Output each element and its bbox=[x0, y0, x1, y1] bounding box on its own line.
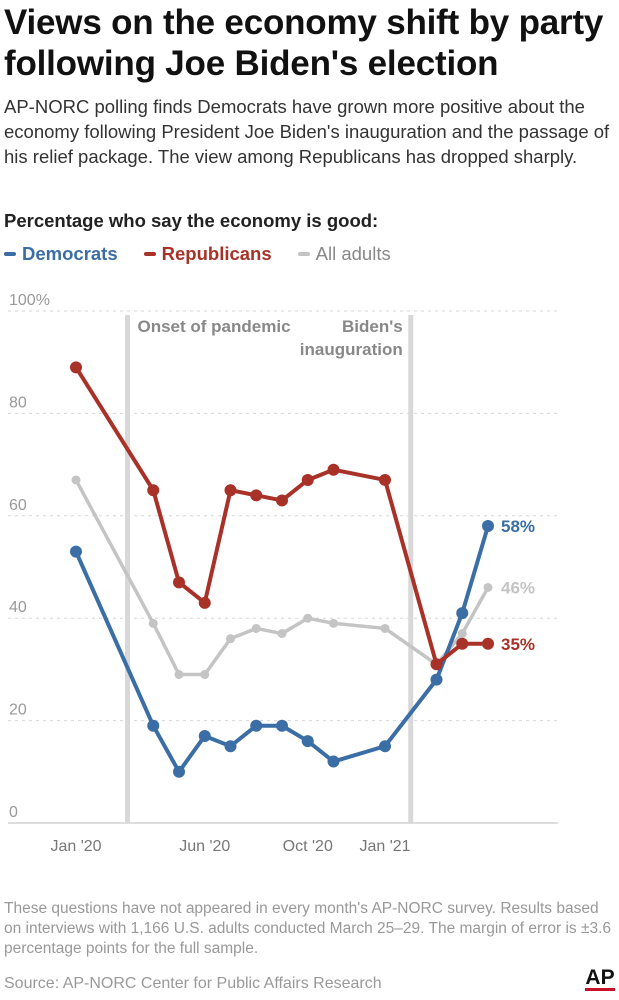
data-point-democrats bbox=[276, 719, 288, 732]
ap-logo-text: AP bbox=[585, 966, 614, 989]
chart-title: Views on the economy shift by party foll… bbox=[4, 3, 604, 83]
data-point-democrats bbox=[301, 735, 314, 748]
legend-item-all-adults: All adults bbox=[297, 243, 391, 265]
source-note: Source: AP-NORC Center for Public Affair… bbox=[4, 975, 382, 992]
legend-swatch-republicans bbox=[143, 252, 156, 256]
data-point-republicans bbox=[276, 494, 288, 507]
data-point-democrats bbox=[147, 719, 160, 732]
data-point-republicans bbox=[301, 473, 314, 486]
data-point-democrats bbox=[430, 673, 443, 686]
annotation-label: Onset of pandemic bbox=[138, 317, 291, 336]
data-point-all-adults bbox=[303, 613, 313, 623]
chart-subtitle: AP-NORC polling finds Democrats have gro… bbox=[4, 96, 610, 167]
data-point-all-adults bbox=[457, 629, 467, 639]
data-point-all-adults bbox=[251, 623, 261, 633]
legend: Democrats Republicans All adults bbox=[4, 243, 391, 265]
data-point-all-adults bbox=[380, 623, 390, 633]
data-point-all-adults bbox=[148, 618, 158, 628]
legend-label-democrats: Democrats bbox=[22, 243, 118, 264]
data-point-democrats bbox=[173, 765, 185, 778]
series-line-democrats bbox=[74, 524, 490, 774]
data-point-republicans bbox=[250, 489, 263, 502]
data-point-republicans bbox=[456, 637, 469, 650]
y-tick-label: 100% bbox=[9, 292, 50, 309]
x-tick-label: Jan '20 bbox=[50, 838, 101, 855]
end-label-republicans: 35% bbox=[501, 635, 535, 654]
annotation-label: Biden's bbox=[342, 317, 403, 336]
data-point-republicans bbox=[430, 658, 443, 671]
data-point-democrats bbox=[250, 719, 263, 732]
chart-heading: Percentage who say the economy is good: bbox=[4, 210, 379, 231]
ap-logo: AP bbox=[585, 966, 615, 991]
data-point-all-adults bbox=[329, 618, 338, 628]
legend-swatch-all-adults bbox=[297, 252, 310, 256]
data-point-democrats bbox=[482, 520, 494, 533]
data-point-republicans bbox=[173, 576, 185, 589]
y-tick-label: 40 bbox=[9, 599, 27, 616]
annotation-label: inauguration bbox=[300, 340, 403, 359]
data-point-republicans bbox=[147, 484, 160, 497]
data-point-all-adults bbox=[483, 582, 493, 592]
legend-label-republicans: Republicans bbox=[161, 243, 272, 264]
y-tick-label: 0 bbox=[9, 804, 18, 821]
data-point-democrats bbox=[456, 607, 469, 620]
line-chart: 100% 80 60 40 20 0 Onset of pandemic Biden's ina… bbox=[8, 292, 558, 855]
data-point-democrats bbox=[327, 755, 340, 768]
y-tick-label: 80 bbox=[9, 394, 27, 411]
data-point-republicans bbox=[327, 463, 340, 476]
legend-label-all-adults: All adults bbox=[315, 243, 391, 264]
legend-item-republicans: Republicans bbox=[143, 243, 272, 265]
data-point-all-adults bbox=[71, 475, 81, 485]
legend-item-democrats: Democrats bbox=[4, 243, 118, 265]
data-point-republicans bbox=[198, 596, 211, 609]
data-point-democrats bbox=[224, 740, 237, 753]
legend-swatch-democrats bbox=[4, 252, 16, 256]
data-point-all-adults bbox=[200, 670, 210, 680]
y-tick-label: 60 bbox=[9, 497, 27, 514]
data-point-democrats bbox=[379, 740, 391, 753]
end-label-democrats: 58% bbox=[501, 517, 535, 536]
data-point-democrats bbox=[198, 729, 211, 742]
data-point-republicans bbox=[70, 361, 82, 374]
footnote: These questions have not appeared in eve… bbox=[4, 900, 612, 957]
series-line-all-adults bbox=[74, 478, 490, 677]
data-point-republicans bbox=[379, 473, 391, 486]
end-label-all-adults: 46% bbox=[501, 578, 535, 597]
data-point-all-adults bbox=[226, 634, 235, 644]
x-tick-label: Jun '20 bbox=[179, 838, 230, 855]
x-tick-label: Jan '21 bbox=[359, 838, 410, 855]
ap-logo-bar bbox=[585, 988, 615, 991]
data-point-all-adults bbox=[277, 629, 287, 639]
data-point-republicans bbox=[482, 637, 494, 650]
data-point-all-adults bbox=[174, 670, 184, 680]
x-tick-label: Oct '20 bbox=[283, 838, 333, 855]
data-point-republicans bbox=[224, 484, 237, 497]
data-point-democrats bbox=[70, 545, 82, 558]
y-tick-label: 20 bbox=[9, 702, 27, 719]
